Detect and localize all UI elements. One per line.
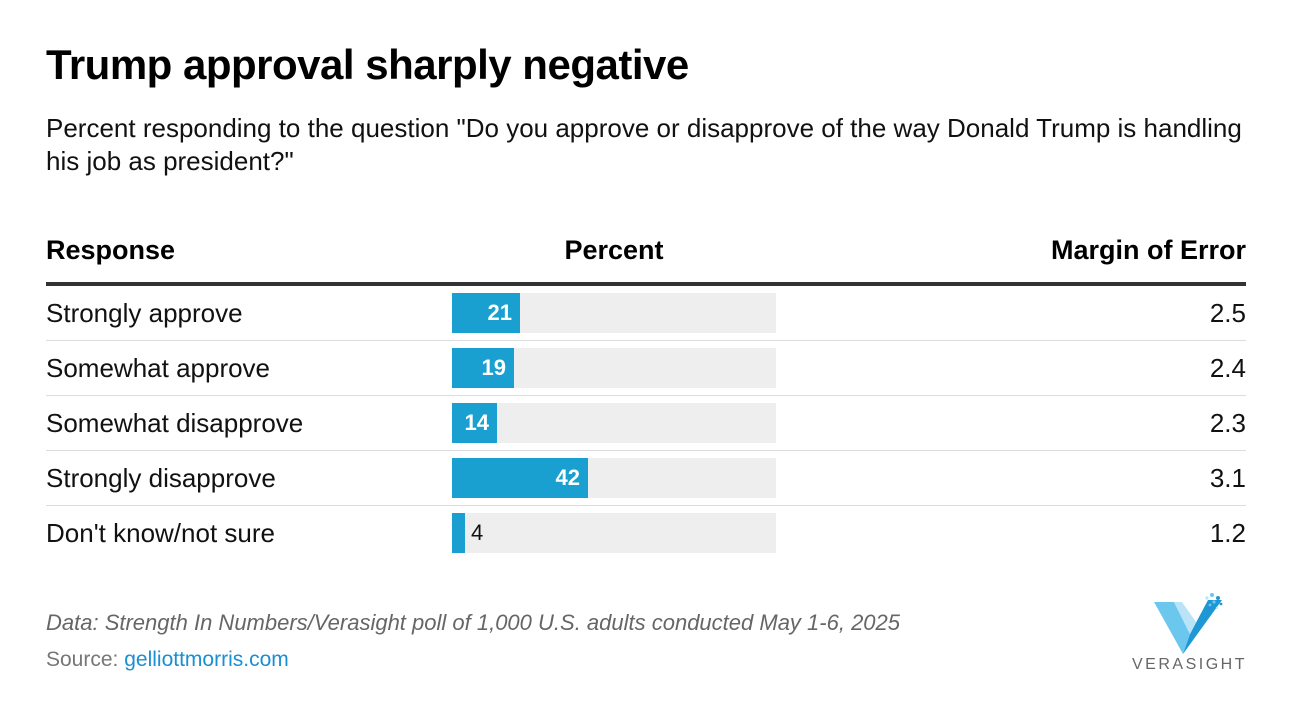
response-label: Don't know/not sure	[46, 518, 275, 548]
results-table: Response Percent Margin of Error Strongl…	[46, 226, 1246, 560]
column-header-margin-of-error: Margin of Error	[1050, 235, 1246, 265]
source-link[interactable]: gelliottmorris.com	[124, 648, 289, 671]
table-row: Don't know/not sure 4 1.2	[46, 506, 1246, 560]
bar-value-label: 14	[464, 410, 489, 435]
bar	[452, 403, 497, 443]
bar-value-label: 4	[471, 520, 484, 545]
bar-track: 42	[452, 458, 776, 498]
bar	[452, 348, 514, 388]
source-line: Source: gelliottmorris.com	[46, 648, 289, 672]
bar-value-label: 19	[481, 355, 506, 380]
table-row: Somewhat approve 19 2.4	[46, 341, 1246, 396]
bar	[452, 513, 465, 553]
bar-track: 4	[452, 513, 776, 553]
bar-track: 19	[452, 348, 776, 388]
bar	[452, 293, 520, 333]
table-row: Strongly disapprove 42 3.1	[46, 451, 1246, 506]
margin-of-error-value: 1.2	[1209, 518, 1246, 548]
bar-track: 21	[452, 293, 776, 333]
margin-of-error-value: 2.5	[1209, 298, 1246, 328]
bar-value-label: 21	[487, 300, 512, 325]
bar-track: 14	[452, 403, 776, 443]
bar	[452, 458, 588, 498]
response-label: Somewhat disapprove	[46, 408, 304, 438]
table-row: Somewhat disapprove 14 2.3	[46, 396, 1246, 451]
table-body: Strongly approve 21 2.5 Somewhat approve 19 2…	[46, 286, 1246, 560]
response-label: Somewhat approve	[46, 353, 271, 383]
margin-of-error-value: 2.4	[1209, 353, 1246, 383]
column-header-response: Response	[46, 235, 176, 265]
column-header-percent: Percent	[564, 235, 664, 265]
table-header: Response Percent Margin of Error	[46, 226, 1246, 286]
data-note: Data: Strength In Numbers/Verasight poll…	[46, 610, 901, 635]
verasight-v-icon	[1154, 593, 1223, 654]
logo-wordmark: VERASIGHT	[1132, 656, 1247, 673]
response-label: Strongly disapprove	[46, 463, 276, 493]
bar-value-label: 42	[555, 465, 580, 490]
source-label: Source:	[46, 648, 119, 671]
chart-subtitle: Percent responding to the question "Do y…	[46, 113, 1242, 176]
verasight-logo: VERASIGHT	[1132, 592, 1246, 678]
response-label: Strongly approve	[46, 298, 243, 328]
margin-of-error-value: 3.1	[1209, 463, 1246, 493]
chart-title: Trump approval sharply negative	[46, 41, 689, 88]
margin-of-error-value: 2.3	[1209, 408, 1246, 438]
table-row: Strongly approve 21 2.5	[46, 286, 1246, 341]
